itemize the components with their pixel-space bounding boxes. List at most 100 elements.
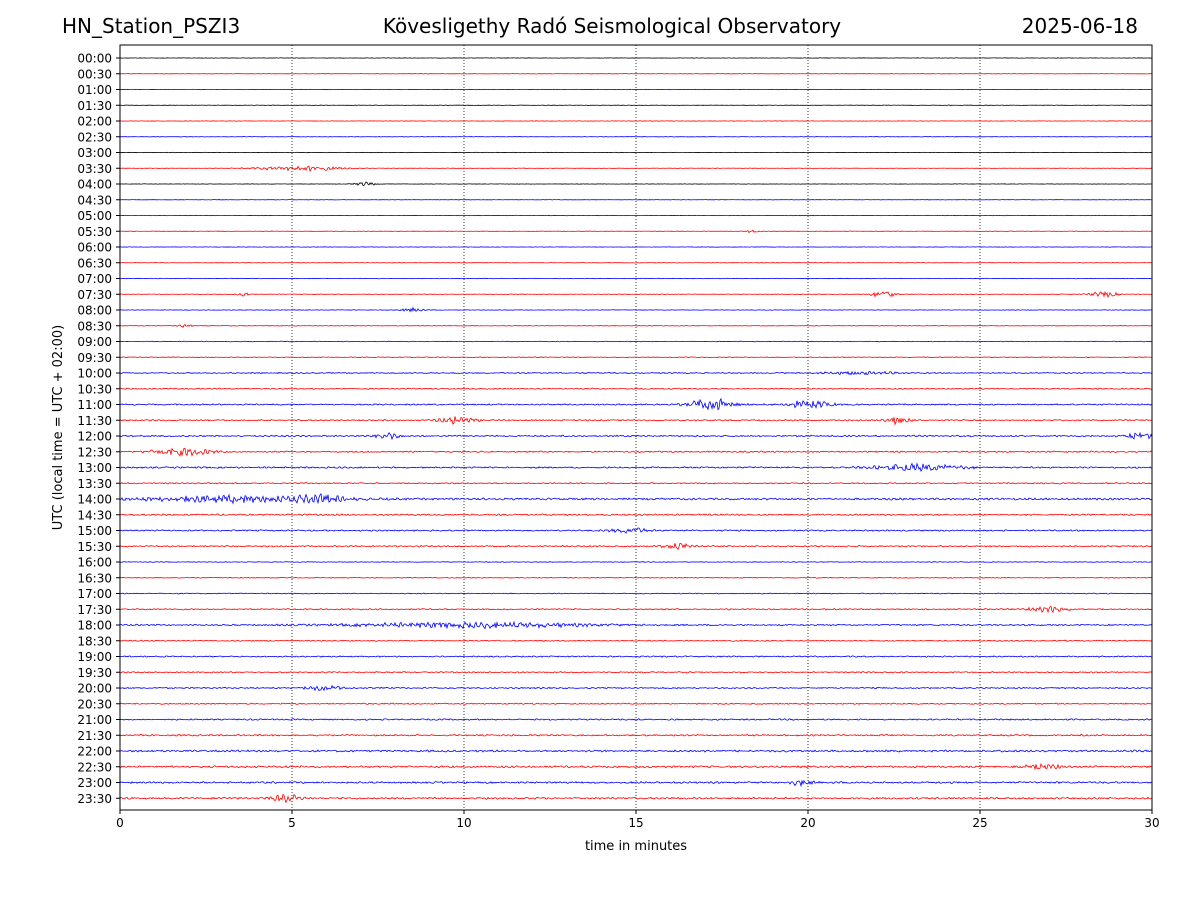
trace-line <box>119 605 1153 614</box>
vertical-grid <box>291 45 981 810</box>
y-tick-label: 02:30 <box>77 130 112 144</box>
trace-line <box>119 639 1153 642</box>
x-tick-label: 5 <box>288 816 296 830</box>
trace-line <box>119 620 1153 630</box>
trace-line <box>119 397 1153 411</box>
trace-line <box>119 181 1153 186</box>
y-tick-label: 21:00 <box>77 713 112 727</box>
y-tick-label: 17:30 <box>77 603 112 617</box>
y-tick-label: 15:00 <box>77 524 112 538</box>
x-tick-label: 20 <box>800 816 815 830</box>
y-tick-label: 16:00 <box>77 556 112 570</box>
trace-line <box>120 229 1153 234</box>
trace-line <box>119 482 1153 485</box>
trace-line <box>119 762 1153 771</box>
y-tick-label: 08:00 <box>77 304 112 318</box>
trace-line <box>119 340 1153 343</box>
y-tick-label: 02:00 <box>77 115 112 129</box>
y-tick-label: 06:30 <box>77 256 112 270</box>
x-tick-label: 10 <box>456 816 471 830</box>
x-axis-label: time in minutes <box>585 839 687 854</box>
y-tick-label: 19:00 <box>77 650 112 664</box>
y-tick-label: 04:30 <box>77 193 112 207</box>
y-tick-label: 06:00 <box>77 241 112 255</box>
y-tick-label: 12:30 <box>77 445 112 459</box>
trace-line <box>119 733 1153 737</box>
trace-line <box>119 779 1153 788</box>
y-tick-label: 03:00 <box>77 146 112 160</box>
trace-line <box>119 655 1153 658</box>
y-tick-label: 10:00 <box>77 367 112 381</box>
trace-line <box>119 513 1153 517</box>
y-tick-label: 23:00 <box>77 776 112 790</box>
y-tick-label: 07:00 <box>77 272 112 286</box>
trace-line <box>119 447 1153 457</box>
trace-line <box>119 561 1153 563</box>
trace-line <box>119 165 1153 173</box>
y-tick-label: 11:30 <box>77 414 112 428</box>
y-tick-label: 11:00 <box>77 398 112 412</box>
y-tick-label: 17:00 <box>77 587 112 601</box>
x-tick-label: 15 <box>628 816 643 830</box>
y-tick-label: 14:30 <box>77 508 112 522</box>
trace-line <box>119 356 1153 359</box>
trace-line <box>119 290 1153 299</box>
trace-line <box>119 387 1153 390</box>
trace-line <box>119 493 1153 505</box>
y-tick-label: 22:30 <box>77 760 112 774</box>
y-tick-label: 09:30 <box>77 351 112 365</box>
station-title: HN_Station_PSZI3 <box>62 14 241 38</box>
y-tick-label: 09:00 <box>77 335 112 349</box>
trace-line <box>119 370 1153 376</box>
trace-line <box>119 527 1153 534</box>
y-tick-label: 16:30 <box>77 571 112 585</box>
x-tick-label: 30 <box>1144 816 1159 830</box>
y-tick-label: 03:30 <box>77 162 112 176</box>
y-tick-label: 00:30 <box>77 67 112 81</box>
y-tick-label: 04:00 <box>77 178 112 192</box>
y-tick-label: 13:30 <box>77 477 112 491</box>
date-title: 2025-06-18 <box>1021 14 1138 38</box>
trace-line <box>119 306 1152 313</box>
y-tick-label: 21:30 <box>77 729 112 743</box>
y-tick-label: 05:00 <box>77 209 112 223</box>
y-tick-label: 22:00 <box>77 745 112 759</box>
y-tick-label: 20:00 <box>77 682 112 696</box>
y-tick-label: 20:30 <box>77 697 112 711</box>
y-tick-label: 19:30 <box>77 666 112 680</box>
y-tick-label: 08:30 <box>77 319 112 333</box>
trace-line <box>119 793 1153 804</box>
y-tick-label: 01:00 <box>77 83 112 97</box>
seismic-traces <box>119 57 1153 804</box>
trace-line <box>119 462 1153 472</box>
y-tick-label: 23:30 <box>77 792 112 806</box>
x-tick-label: 25 <box>972 816 987 830</box>
y-tick-label: 10:30 <box>77 382 112 396</box>
trace-line <box>119 749 1153 753</box>
y-tick-label: 12:00 <box>77 430 112 444</box>
x-tick-label: 0 <box>116 816 124 830</box>
y-axis-label: UTC (local time = UTC + 02:00) <box>51 325 66 530</box>
trace-line <box>119 324 1153 328</box>
observatory-title: Kövesligethy Radó Seismological Observat… <box>382 14 842 38</box>
y-tick-label: 15:30 <box>77 540 112 554</box>
trace-line <box>119 416 1153 426</box>
trace-line <box>119 671 1153 674</box>
trace-line <box>119 684 1153 692</box>
y-tick-label: 01:30 <box>77 99 112 113</box>
y-tick-label: 13:00 <box>77 461 112 475</box>
y-tick-label: 18:30 <box>77 634 112 648</box>
y-tick-label: 00:00 <box>77 52 112 66</box>
trace-line <box>119 431 1153 441</box>
y-tick-label: 07:30 <box>77 288 112 302</box>
x-axis-ticks: 0 5 10 15 20 25 30 <box>116 810 1160 830</box>
y-tick-label: 05:30 <box>77 225 112 239</box>
y-tick-label: 14:00 <box>77 493 112 507</box>
trace-line <box>119 702 1153 705</box>
trace-line <box>119 592 1153 595</box>
trace-line <box>119 542 1153 551</box>
trace-line <box>119 576 1153 579</box>
y-tick-label: 18:00 <box>77 619 112 633</box>
